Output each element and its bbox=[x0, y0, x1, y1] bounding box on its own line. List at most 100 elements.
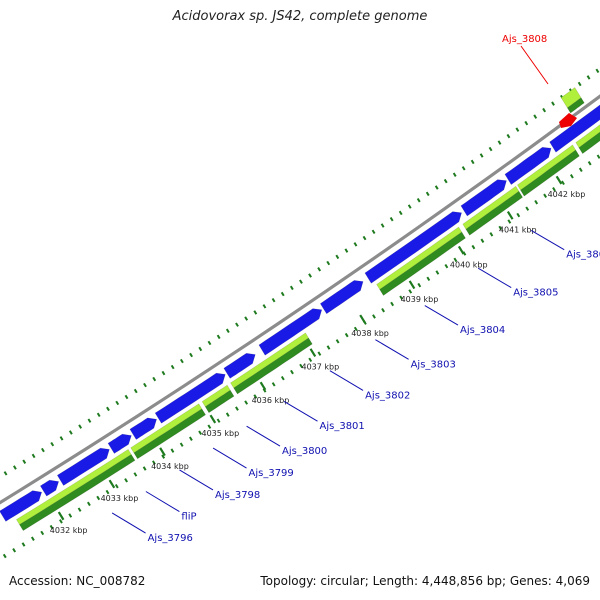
ring-dot bbox=[133, 388, 138, 394]
reverse-cds-lower bbox=[379, 231, 466, 296]
ring-dot bbox=[198, 346, 203, 352]
ring-dot bbox=[86, 501, 91, 507]
ring-dot bbox=[68, 513, 73, 518]
ring-dot bbox=[41, 447, 45, 453]
label-leader bbox=[530, 229, 565, 251]
ring-dot bbox=[152, 460, 156, 465]
ring-dot bbox=[290, 369, 294, 375]
forward-cds bbox=[107, 433, 132, 454]
forward-cds bbox=[223, 352, 256, 379]
ring-dot bbox=[235, 322, 239, 327]
ring-dot bbox=[189, 352, 193, 358]
ring-dot bbox=[22, 459, 27, 464]
gene-label: Ajs_3801 bbox=[320, 421, 365, 432]
gene-label: Ajs_3798 bbox=[215, 490, 260, 501]
ring-dot bbox=[114, 483, 119, 489]
ring-dot bbox=[143, 382, 147, 388]
ring-dot bbox=[207, 340, 212, 346]
ring-dot bbox=[551, 101, 555, 106]
ring-dot bbox=[344, 248, 349, 253]
ring-dot bbox=[78, 424, 83, 429]
ring-dot bbox=[417, 282, 422, 288]
ring-dot bbox=[225, 328, 230, 334]
forward-cds bbox=[258, 308, 323, 356]
ring-dot bbox=[244, 400, 249, 405]
ring-dot bbox=[578, 167, 583, 173]
ring-dot bbox=[244, 316, 249, 321]
ring-dot bbox=[425, 191, 430, 197]
ring-dot bbox=[399, 295, 404, 300]
tick-mark bbox=[309, 348, 317, 358]
tick-mark bbox=[259, 381, 267, 391]
ring-dot bbox=[2, 553, 7, 559]
ring-dot bbox=[280, 291, 285, 297]
tick-mark bbox=[408, 280, 416, 290]
gene-label: Ajs_3804 bbox=[460, 325, 505, 336]
tick-mark bbox=[57, 511, 65, 521]
tick-mark bbox=[359, 314, 366, 324]
ring-dot bbox=[507, 219, 512, 224]
ring-dot bbox=[96, 412, 101, 418]
feature-tracks bbox=[0, 87, 600, 532]
ring-dot bbox=[452, 172, 457, 177]
forward-cds bbox=[504, 146, 552, 186]
ring-dot bbox=[344, 332, 349, 338]
gene-label: Ajs_3808 bbox=[502, 34, 547, 45]
ring-dot bbox=[389, 216, 394, 222]
gene-label: Ajs_3799 bbox=[249, 468, 294, 479]
ring-dot bbox=[516, 212, 521, 218]
gene-label: Ajs_3796 bbox=[148, 533, 193, 544]
gene-label: Ajs_3803 bbox=[411, 359, 456, 370]
ring-dot bbox=[179, 442, 184, 447]
ring-dot bbox=[253, 394, 258, 399]
reverse-cds-lower bbox=[233, 337, 313, 395]
ring-dot bbox=[471, 244, 476, 250]
ring-dot bbox=[390, 301, 395, 307]
ring-dot bbox=[416, 197, 421, 203]
ring-dot bbox=[453, 257, 458, 263]
tick-label: 4039 kbp bbox=[401, 295, 439, 304]
ring-dot bbox=[426, 276, 431, 282]
label-leader bbox=[283, 400, 318, 422]
ring-dot bbox=[506, 133, 511, 139]
tick-label: 4033 kbp bbox=[101, 494, 139, 503]
reverse-cds-lower bbox=[520, 149, 580, 197]
ring-dot bbox=[50, 441, 55, 447]
forward-cds bbox=[364, 211, 462, 284]
ring-dot bbox=[498, 225, 503, 231]
tick-mark bbox=[506, 210, 514, 220]
label-leader bbox=[212, 447, 247, 469]
ring-dot bbox=[542, 107, 547, 113]
ring-dot bbox=[253, 310, 258, 315]
tick-mark bbox=[457, 245, 465, 255]
ring-dot bbox=[179, 358, 184, 364]
ring-dot bbox=[299, 363, 304, 369]
kbp-ticks: 4032 kbp 4033 kbp 4034 kbp 4035 kbp 4036 kbp… bbox=[50, 175, 586, 535]
ring-dot bbox=[595, 68, 600, 74]
tick-label: 4042 kbp bbox=[548, 190, 586, 199]
tick-mark bbox=[159, 447, 166, 457]
ring-dot bbox=[271, 297, 276, 303]
ring-dot bbox=[479, 153, 484, 158]
ring-dot bbox=[461, 166, 466, 171]
ring-dot bbox=[299, 279, 303, 284]
ring-dot bbox=[353, 326, 358, 332]
ring-dot bbox=[335, 254, 340, 260]
gene-label: Ajs_3806 bbox=[566, 250, 600, 261]
ring-dot bbox=[435, 270, 440, 275]
ring-dot bbox=[586, 75, 591, 80]
ring-dot bbox=[434, 185, 439, 190]
ring-dot bbox=[216, 334, 221, 340]
forward-cds bbox=[460, 179, 507, 217]
tick-mark bbox=[209, 414, 217, 424]
ring-dot bbox=[198, 430, 203, 435]
gene-label: Ajs_3802 bbox=[365, 390, 410, 401]
forward-cds bbox=[154, 372, 226, 424]
ring-dot bbox=[533, 114, 538, 119]
ring-dot bbox=[87, 418, 92, 423]
label-leader bbox=[246, 425, 281, 447]
label-leader bbox=[477, 267, 512, 289]
ring-dot bbox=[161, 454, 166, 459]
tick-label: 4034 kbp bbox=[151, 462, 189, 471]
